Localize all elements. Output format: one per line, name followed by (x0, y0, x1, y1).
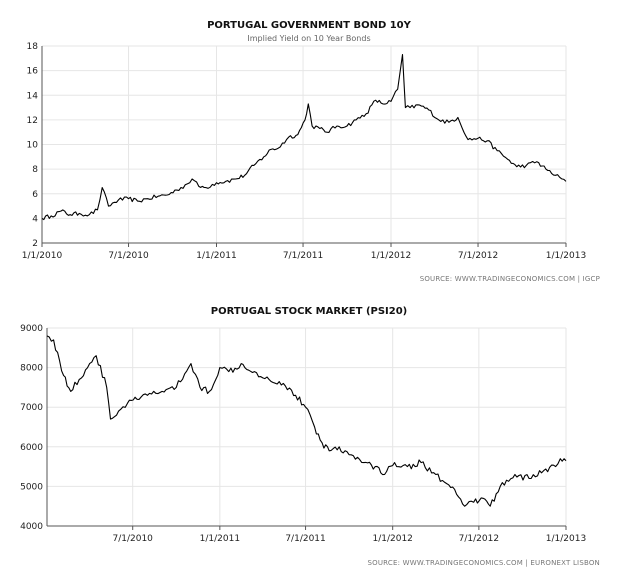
x-tick-label: 1/1/2012 (372, 534, 412, 544)
y-tick-label: 14 (27, 91, 39, 101)
y-tick-label: 18 (27, 42, 39, 52)
y-tick-label: 8000 (20, 364, 43, 374)
y-tick-label: 5000 (20, 482, 43, 492)
x-tick-label: 7/1/2012 (459, 534, 499, 544)
x-tick-label: 7/1/2011 (283, 251, 323, 261)
x-tick-label: 7/1/2010 (112, 534, 153, 544)
y-tick-label: 12 (27, 116, 38, 126)
y-tick-label: 16 (27, 67, 39, 77)
bond-chart: PORTUGAL GOVERNMENT BOND 10Y Implied Yie… (22, 20, 600, 283)
y-tick-label: 10 (27, 141, 39, 151)
x-tick-label: 7/1/2012 (458, 251, 498, 261)
stock-chart: PORTUGAL STOCK MARKET (PSI20) 4000 5000 60… (0, 295, 618, 578)
x-tick-label: 1/1/2010 (22, 251, 63, 261)
bond-chart-plot: 2 4 6 8 10 12 14 16 18 1/1/2010 7/1/2010 1/1/2011 7/… (22, 42, 586, 261)
x-tick-label: 1/1/2012 (371, 251, 411, 261)
y-tick-label: 6000 (20, 443, 43, 453)
series-line (41, 54, 567, 221)
chart-source: SOURCE: WWW.TRADINGECONOMICS.COM | EURON… (367, 559, 600, 567)
y-tick-label: 6 (32, 190, 38, 200)
x-tick-label: 1/1/2011 (200, 534, 240, 544)
y-tick-label: 4 (32, 214, 38, 224)
chart-title: PORTUGAL STOCK MARKET (PSI20) (210, 306, 408, 317)
chart-source: SOURCE: WWW.TRADINGECONOMICS.COM | IGCP (419, 275, 600, 283)
y-tick-label: 4000 (20, 522, 43, 532)
y-tick-label: 9000 (20, 324, 43, 334)
x-tick-label: 1/1/2011 (196, 251, 236, 261)
series-line (46, 335, 567, 507)
chart-subtitle: Implied Yield on 10 Year Bonds (247, 34, 371, 43)
x-tick-label: 1/1/2013 (546, 251, 586, 261)
chart-title: PORTUGAL GOVERNMENT BOND 10Y (207, 20, 411, 31)
x-tick-label: 7/1/2010 (108, 251, 149, 261)
x-tick-label: 7/1/2011 (285, 534, 325, 544)
y-tick-label: 7000 (20, 403, 43, 413)
y-tick-label: 2 (32, 239, 38, 249)
stock-chart-plot: 4000 5000 6000 7000 8000 9000 7/1/2010 1/1/2011… (20, 324, 586, 544)
y-tick-label: 8 (32, 165, 38, 175)
x-tick-label: 1/1/2013 (546, 534, 586, 544)
